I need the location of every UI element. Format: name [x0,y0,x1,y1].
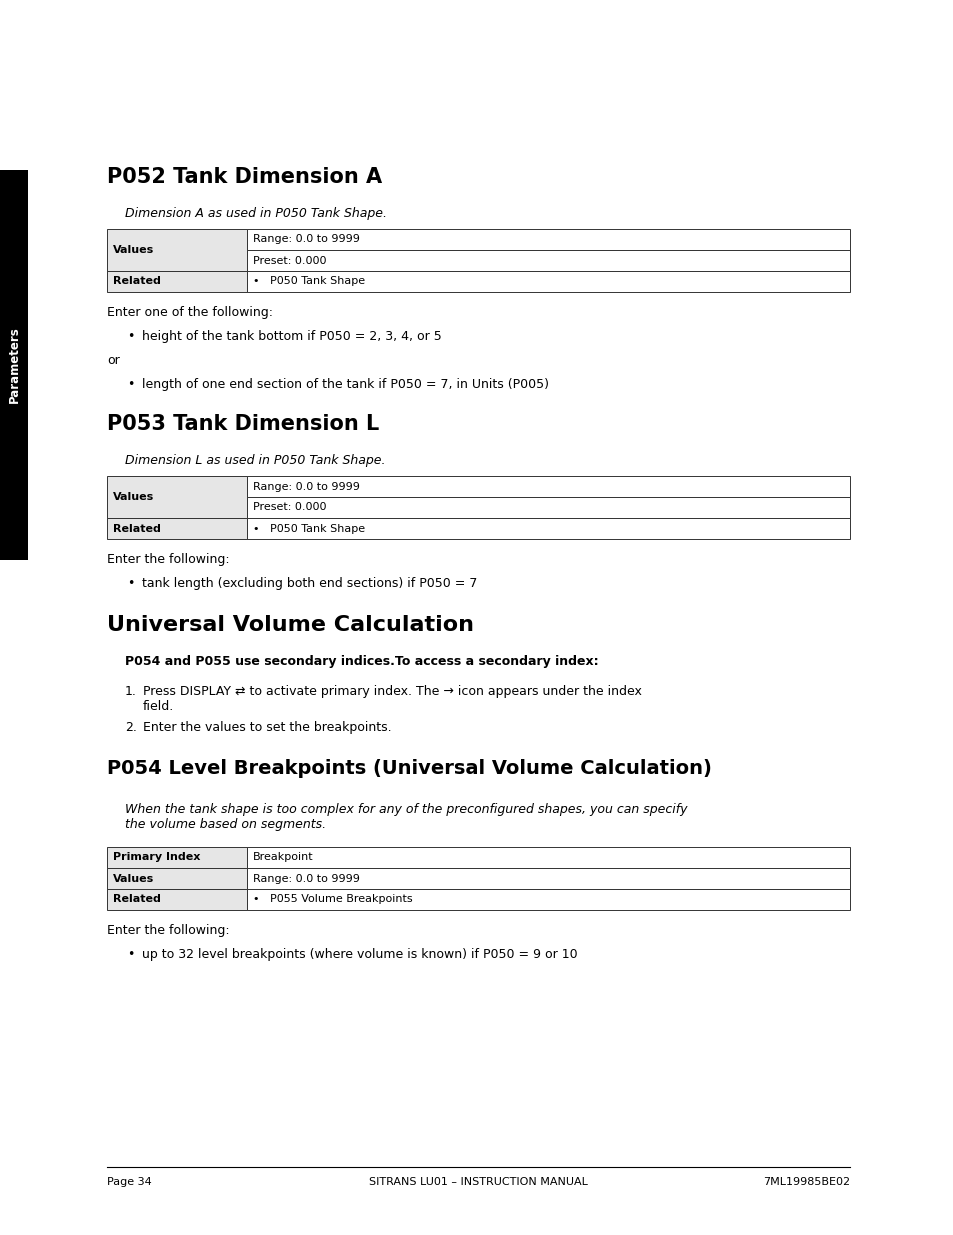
Text: Range: 0.0 to 9999: Range: 0.0 to 9999 [253,235,359,245]
Bar [247,889,849,910]
Text: Dimension A as used in P050 Tank Shape.: Dimension A as used in P050 Tank Shape. [125,207,387,220]
Text: Breakpoint: Breakpoint [253,852,314,862]
Text: Dimension L as used in P050 Tank Shape.: Dimension L as used in P050 Tank Shape. [125,454,385,467]
Text: Page 34: Page 34 [107,1177,152,1187]
Text: When the tank shape is too complex for any of the preconfigured shapes, you can : When the tank shape is too complex for a… [125,803,687,831]
Bar [247,517,849,538]
Text: 2.: 2. [125,721,136,734]
Text: Enter the following:: Enter the following: [107,553,230,566]
Bar [247,868,849,889]
Text: P054 and P055 use secondary indices.To access a secondary index:: P054 and P055 use secondary indices.To a… [125,655,598,668]
Text: Press DISPLAY ⇄ to activate primary index. The → icon appears under the index
fi: Press DISPLAY ⇄ to activate primary inde… [143,685,641,713]
Text: Enter the values to set the breakpoints.: Enter the values to set the breakpoints. [143,721,392,734]
Bar [247,249,849,270]
Text: SITRANS LU01 – INSTRUCTION MANUAL: SITRANS LU01 – INSTRUCTION MANUAL [369,1177,587,1187]
Bar [107,889,247,910]
Text: height of the tank bottom if P050 = 2, 3, 4, or 5: height of the tank bottom if P050 = 2, 3… [142,330,441,343]
Bar [247,496,849,517]
Text: •   P050 Tank Shape: • P050 Tank Shape [253,524,365,534]
Text: P054 Level Breakpoints (Universal Volume Calculation): P054 Level Breakpoints (Universal Volume… [107,760,711,778]
Text: Parameters: Parameters [8,326,20,404]
Bar [107,228,247,270]
Text: tank length (excluding both end sections) if P050 = 7: tank length (excluding both end sections… [142,577,476,590]
Bar [0,170,28,559]
Text: Universal Volume Calculation: Universal Volume Calculation [107,615,474,635]
Text: Values: Values [112,873,154,883]
Text: Related: Related [112,277,161,287]
Text: Related: Related [112,894,161,904]
Text: Range: 0.0 to 9999: Range: 0.0 to 9999 [253,482,359,492]
Text: Range: 0.0 to 9999: Range: 0.0 to 9999 [253,873,359,883]
Text: Preset: 0.000: Preset: 0.000 [253,256,326,266]
Bar [107,517,247,538]
Bar [107,868,247,889]
Text: •: • [127,378,134,391]
Text: P053 Tank Dimension L: P053 Tank Dimension L [107,414,379,433]
Text: length of one end section of the tank if P050 = 7, in Units (P005): length of one end section of the tank if… [142,378,548,391]
Text: or: or [107,354,120,367]
Text: Enter the following:: Enter the following: [107,924,230,937]
Text: Enter one of the following:: Enter one of the following: [107,306,273,319]
Bar [247,228,849,249]
Text: 7ML19985BE02: 7ML19985BE02 [762,1177,849,1187]
Bar [247,847,849,868]
Text: •   P055 Volume Breakpoints: • P055 Volume Breakpoints [253,894,413,904]
Text: Values: Values [112,245,154,254]
Text: Values: Values [112,492,154,501]
Text: up to 32 level breakpoints (where volume is known) if P050 = 9 or 10: up to 32 level breakpoints (where volume… [142,948,577,961]
Text: •: • [127,330,134,343]
Bar [247,270,849,291]
Text: P052 Tank Dimension A: P052 Tank Dimension A [107,167,382,186]
Text: •: • [127,948,134,961]
Text: Preset: 0.000: Preset: 0.000 [253,503,326,513]
Bar [107,270,247,291]
Text: •   P050 Tank Shape: • P050 Tank Shape [253,277,365,287]
Text: Primary Index: Primary Index [112,852,200,862]
Bar [247,475,849,496]
Bar [107,847,247,868]
Bar [107,475,247,517]
Text: Related: Related [112,524,161,534]
Text: •: • [127,577,134,590]
Text: 1.: 1. [125,685,136,698]
